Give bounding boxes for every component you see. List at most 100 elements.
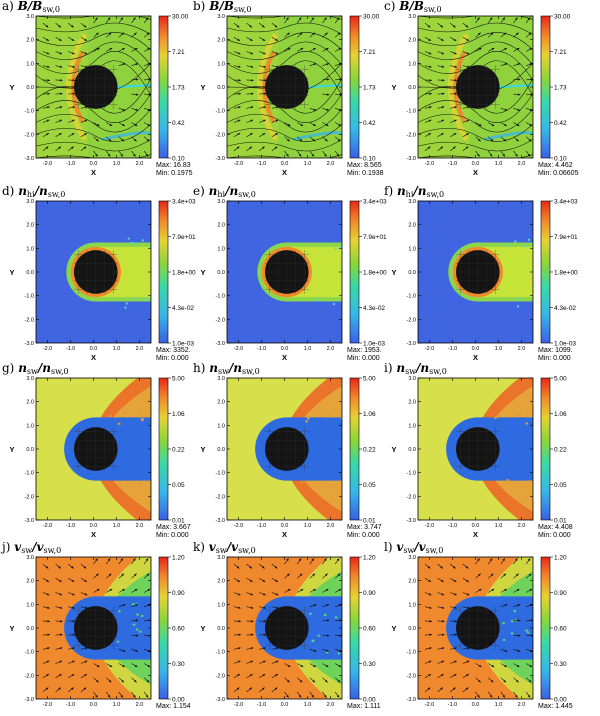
colorbar-tick-label: 7.21: [363, 49, 376, 56]
pileup-band: [262, 51, 276, 123]
arrow-head: [135, 634, 139, 637]
subscript: sw: [27, 367, 38, 376]
plot-area: [36, 201, 151, 343]
y-tick-label: 1.0: [217, 61, 225, 67]
arrow-head: [502, 17, 505, 21]
colorbar-tick-label: 0.10: [172, 156, 185, 163]
density-clump: [323, 411, 326, 414]
density-clump: [550, 480, 553, 482]
arrow-head: [107, 153, 111, 157]
arrow-head: [504, 123, 507, 127]
arrow-head: [84, 660, 88, 663]
y-tick-label: 1.0: [26, 246, 34, 252]
quantity: n: [18, 184, 27, 198]
arrow-head: [58, 579, 62, 582]
quantity: v: [14, 540, 22, 554]
y-tick-label: 3.0: [217, 199, 225, 205]
arrow-head: [477, 153, 480, 157]
velocity-clump: [337, 652, 341, 655]
quantity: v: [396, 540, 404, 554]
subscript-denominator: sw,0: [242, 367, 260, 376]
y-tick-label: 2.0: [26, 579, 34, 585]
quantity-denominator: /v: [31, 540, 44, 554]
arrow-head: [45, 25, 49, 28]
y-tick-label: 3.0: [26, 555, 34, 561]
arrow-head: [336, 17, 340, 21]
arrow-head: [45, 146, 49, 149]
velocity-clump: [317, 634, 320, 637]
arrow-head: [251, 92, 254, 95]
y-tick-label: 1.0: [217, 602, 225, 608]
colorbar: [158, 556, 169, 700]
arrow-head: [428, 660, 432, 663]
arrow-head: [263, 106, 267, 109]
arrow-head: [490, 573, 494, 577]
field-line: [227, 41, 342, 66]
arrow-head: [287, 123, 291, 127]
colorbar-tick-label: 4.3e-02: [363, 305, 385, 312]
arrow-head: [313, 604, 317, 607]
arrow-head: [121, 32, 124, 36]
arrow-head: [440, 566, 444, 569]
colorbar-tick-label: 0.42: [172, 120, 185, 127]
wake-band: [499, 84, 533, 88]
colorbar-tick-label: 1.06: [172, 411, 185, 418]
arrow-head: [466, 38, 469, 41]
colorbar-tick-label: 1.06: [363, 411, 376, 418]
arrow-head: [121, 679, 124, 683]
panel-label: b): [193, 0, 209, 13]
velocity-clump: [116, 640, 120, 643]
arrow-head: [326, 619, 330, 622]
y-tick-label: -3.0: [216, 156, 225, 162]
arrow-head: [46, 38, 49, 41]
arrow-head: [72, 92, 76, 95]
arrow-head: [478, 32, 481, 36]
arrow-head: [339, 108, 342, 111]
panel-title-d: d) nhi/nsw,0: [2, 184, 65, 199]
colorbar-tick-label: 5.00: [554, 376, 567, 383]
colorbar-tick-label: 0.00: [554, 697, 567, 704]
arrow-head: [72, 593, 75, 596]
arrow-head: [454, 606, 458, 609]
stat-min: Min: 0.06605: [538, 170, 579, 177]
arrow-head: [275, 660, 279, 663]
arrow-head: [237, 660, 241, 663]
ion-clump: [527, 238, 530, 241]
arrow-head: [503, 679, 506, 683]
arrow-head: [339, 604, 342, 607]
x-tick-label: 2.0: [518, 346, 526, 352]
arrow-head: [146, 573, 150, 577]
x-axis-label: X: [91, 168, 96, 177]
arrow-head: [148, 649, 151, 652]
arrow-head: [429, 620, 432, 623]
colorbar: [540, 15, 551, 159]
arrow-head: [339, 78, 342, 81]
arrow-head: [274, 25, 278, 28]
x-tick-label: 0.0: [281, 346, 289, 352]
velocity-clump: [510, 632, 514, 635]
colorbar: [349, 200, 360, 344]
y-tick-label: 3.0: [26, 376, 34, 382]
y-tick-label: -1.0: [216, 471, 225, 477]
colorbar-tick-label: 1.20: [363, 555, 376, 562]
field-line: [418, 22, 533, 35]
velocity-clump: [309, 612, 312, 615]
quantity-denominator: /v: [226, 540, 239, 554]
x-tick-label: -1.0: [257, 161, 266, 167]
arrow-head: [135, 93, 139, 96]
arrow-head: [47, 65, 50, 68]
panel-label: e): [193, 184, 209, 198]
arrow-head: [338, 123, 342, 127]
field-line: [227, 32, 342, 51]
x-tick-label: -1.0: [66, 346, 75, 352]
arrow-head: [236, 25, 240, 28]
density-clump: [319, 414, 323, 417]
field-line: [227, 22, 342, 35]
stat-max: Max: 1099.: [538, 347, 573, 354]
subscript-denominator: sw,0: [427, 190, 445, 199]
arrow-head: [300, 664, 304, 668]
arrow-head: [287, 47, 291, 51]
arrow-head: [478, 573, 481, 577]
x-tick-label: -2.0: [43, 523, 52, 529]
colorbar-tick-label: 1.20: [172, 555, 185, 562]
